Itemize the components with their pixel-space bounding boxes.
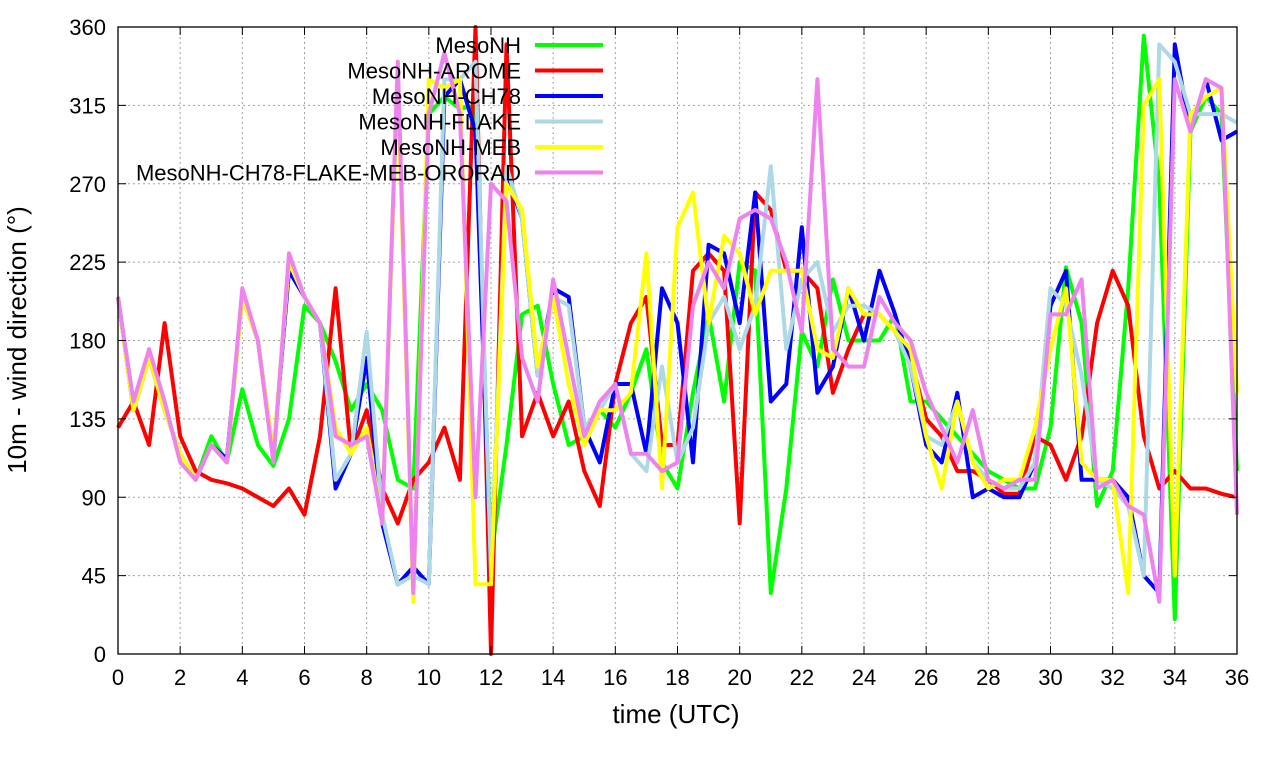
series-line-mesonh-ch78-flake-meb-ororad	[116, 51, 1239, 604]
series-lines	[116, 25, 1239, 656]
y-axis-title: 10m - wind direction (°)	[2, 206, 32, 474]
y-tick-label: 360	[69, 15, 106, 40]
y-tick-label: 225	[69, 250, 106, 275]
series-line-mesonh	[116, 33, 1239, 622]
legend-label-mesonh-flake: MesoNH-FLAKE	[358, 110, 521, 135]
x-tick-label: 12	[479, 665, 503, 690]
x-tick-label: 34	[1163, 665, 1187, 690]
x-tick-label: 24	[852, 665, 876, 690]
legend-label-mesonh-meb: MesoNH-MEB	[380, 135, 521, 160]
x-tick-label: 0	[112, 665, 124, 690]
y-tick-label: 270	[69, 172, 106, 197]
x-tick-label: 28	[976, 665, 1000, 690]
y-tick-label: 90	[82, 485, 106, 510]
x-tick-label: 10	[417, 665, 441, 690]
x-tick-label: 20	[727, 665, 751, 690]
y-tick-label: 315	[69, 93, 106, 118]
y-tick-label: 0	[94, 642, 106, 667]
legend-label-mesonh: MesoNH	[435, 33, 521, 58]
axis-ticks: 0 2 4 6 8 10 12 14 16 18 20 22 24 26 28 30 32 34 360459013…	[69, 15, 1249, 690]
x-tick-label: 16	[603, 665, 627, 690]
x-tick-label: 36	[1225, 665, 1249, 690]
legend-label-mesonh-ch78-flake-meb-ororad: MesoNH-CH78-FLAKE-MEB-ORORAD	[136, 161, 521, 186]
legend-label-mesonh-arome: MesoNH-AROME	[347, 59, 521, 84]
x-tick-label: 6	[298, 665, 310, 690]
x-tick-label: 2	[174, 665, 186, 690]
x-tick-label: 14	[541, 665, 565, 690]
x-tick-label: 8	[361, 665, 373, 690]
y-tick-label: 135	[69, 407, 106, 432]
x-tick-label: 26	[914, 665, 938, 690]
legend-label-mesonh-ch78: MesoNH-CH78	[372, 84, 521, 109]
x-tick-label: 32	[1100, 665, 1124, 690]
x-tick-label: 18	[665, 665, 689, 690]
y-tick-label: 45	[82, 564, 106, 589]
x-tick-label: 22	[790, 665, 814, 690]
legend: MesoNHMesoNH-AROMEMesoNH-CH78MesoNH-FLAK…	[136, 33, 603, 186]
x-axis-title: time (UTC)	[612, 699, 739, 729]
x-tick-label: 30	[1038, 665, 1062, 690]
y-tick-label: 180	[69, 329, 106, 354]
x-tick-label: 4	[236, 665, 248, 690]
